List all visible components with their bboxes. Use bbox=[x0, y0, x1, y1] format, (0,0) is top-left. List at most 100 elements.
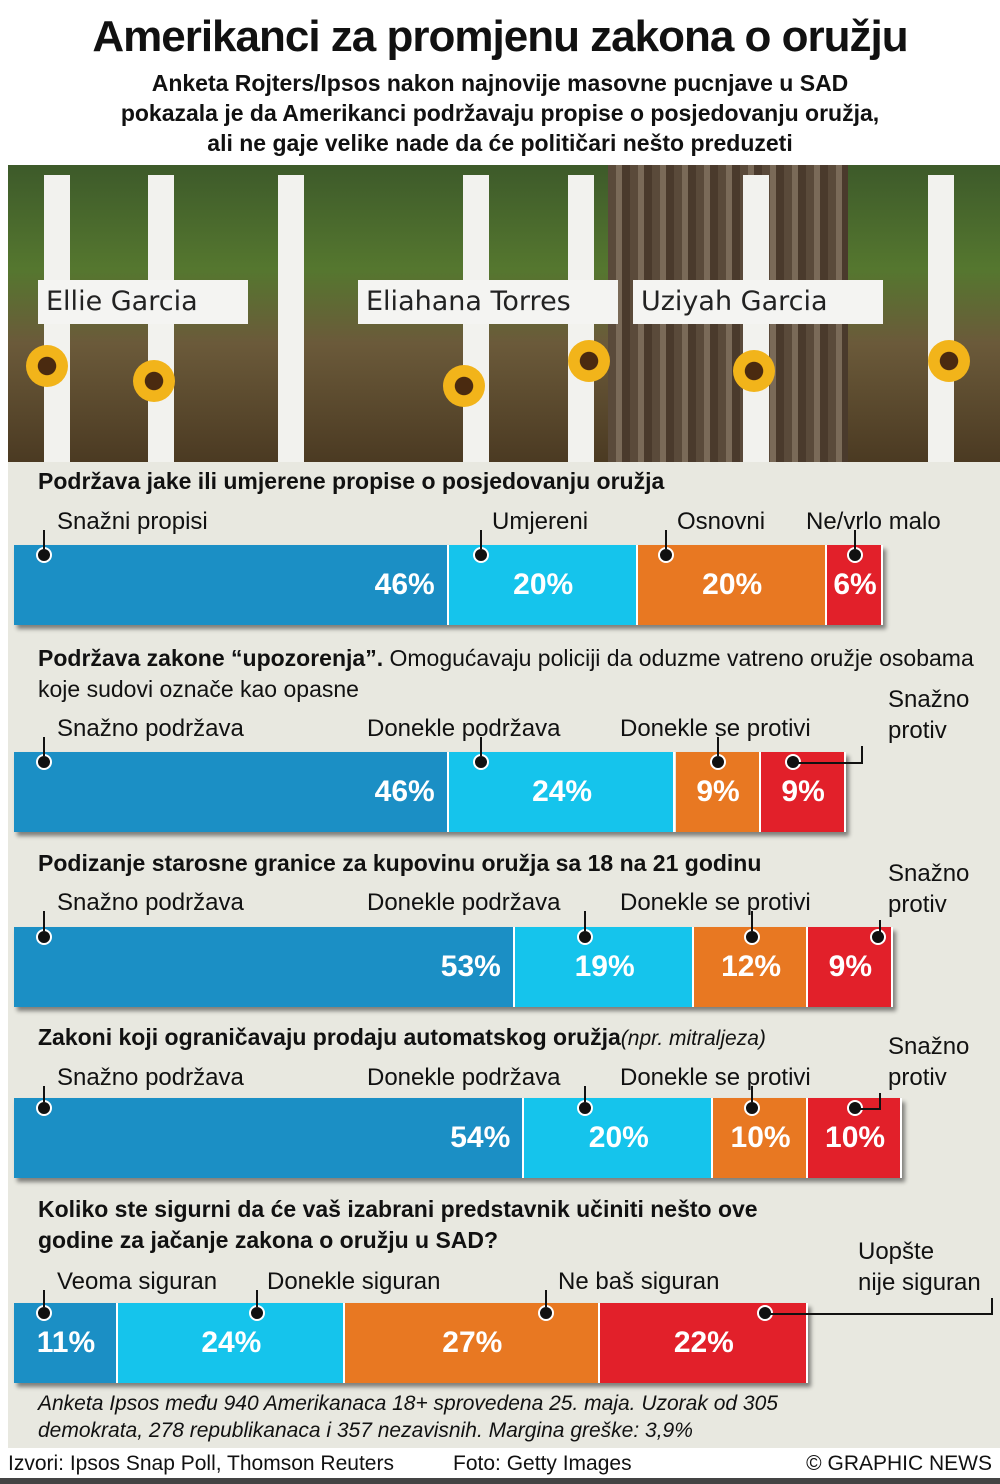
bar-segment bbox=[760, 752, 846, 832]
cross bbox=[928, 175, 954, 462]
chart-title-rest: Omogućavaju policiji da oduzme vatreno o… bbox=[38, 645, 974, 702]
bar-segment bbox=[713, 1098, 808, 1178]
leader-line bbox=[43, 530, 45, 549]
data-label: 11% bbox=[36, 1326, 96, 1359]
marker-dot bbox=[473, 547, 489, 563]
subtitle-line: ali ne gaje velike nade da će političari… bbox=[207, 130, 793, 156]
bottom-rule bbox=[0, 1478, 1000, 1484]
marker-dot bbox=[36, 929, 52, 945]
legend-label: Umjereni bbox=[492, 508, 589, 535]
leader-line bbox=[879, 1093, 881, 1110]
data-label: 9% bbox=[781, 775, 825, 808]
leader-line bbox=[855, 1108, 880, 1110]
leader-line bbox=[854, 530, 856, 549]
note-line: demokrata, 278 republikanaca i 357 nezav… bbox=[38, 1419, 693, 1442]
sunflower bbox=[26, 345, 68, 387]
marker-dot bbox=[847, 547, 863, 563]
cross bbox=[278, 175, 304, 462]
bar-segment bbox=[14, 545, 449, 625]
marker-dot bbox=[744, 929, 760, 945]
leader-line bbox=[43, 911, 45, 931]
leader-line bbox=[751, 911, 753, 931]
bar-segment bbox=[599, 1303, 808, 1383]
chart-title: Zakoni koji ograničavaju prodaju automat… bbox=[38, 1022, 766, 1054]
subtitle-line: pokazala je da Amerikanci podržavaju pro… bbox=[120, 100, 880, 126]
marker-dot bbox=[36, 754, 52, 770]
chart-title: Podržava zakone “upozorenja”. Omogućavaj… bbox=[38, 643, 978, 705]
legend-label: Donekle podržava bbox=[367, 715, 561, 742]
legend-label: Uopšte bbox=[858, 1238, 935, 1265]
chart-title: Podržava jake ili umjerene propise o pos… bbox=[38, 466, 664, 497]
data-label: 22% bbox=[673, 1326, 734, 1359]
data-label: 54% bbox=[450, 1121, 511, 1154]
marker-dot bbox=[658, 547, 674, 563]
sources: Izvori: Ipsos Snap Poll, Thomson Reuters bbox=[8, 1452, 394, 1475]
leader-line bbox=[584, 1086, 586, 1102]
leader-line bbox=[765, 1313, 992, 1315]
legend-label: Donekle podržava bbox=[367, 889, 561, 916]
data-label: 27% bbox=[442, 1326, 503, 1359]
legend-label: Snažno bbox=[888, 1033, 970, 1060]
data-label: 9% bbox=[828, 950, 872, 983]
page-title: Amerikanci za promjenu zakona o oružju bbox=[92, 12, 908, 61]
marker-dot bbox=[538, 1305, 554, 1321]
chart-title: Koliko ste sigurni da će vaš izabrani pr… bbox=[38, 1194, 818, 1256]
leader-line bbox=[991, 1298, 993, 1315]
bar-segment bbox=[14, 927, 515, 1007]
legend-label: Ne/vrlo malo bbox=[806, 508, 941, 535]
legend-label: Snažni propisi bbox=[57, 508, 208, 535]
legend-label: Snažno bbox=[888, 860, 970, 887]
leader-line bbox=[584, 911, 586, 931]
name-plate: Ellie Garcia bbox=[38, 280, 248, 324]
data-label: 46% bbox=[374, 775, 435, 808]
photo-credit: Foto: Getty Images bbox=[453, 1452, 632, 1475]
marker-dot bbox=[249, 1305, 265, 1321]
chart-title-rest: (npr. mitraljeza) bbox=[620, 1027, 766, 1050]
sunflower bbox=[733, 350, 775, 392]
leader-line bbox=[43, 1086, 45, 1102]
chart-title-text: Podizanje starosne granice za kupovinu o… bbox=[38, 850, 762, 876]
legend-label: Snažno podržava bbox=[57, 715, 244, 742]
methodology-note: Anketa Ipsos među 940 Amerikanaca 18+ sp… bbox=[38, 1390, 778, 1444]
bar-segment bbox=[14, 1303, 118, 1383]
marker-dot bbox=[744, 1100, 760, 1116]
marker-dot bbox=[577, 929, 593, 945]
legend-label: Donekle se protivi bbox=[620, 889, 811, 916]
data-label: 10% bbox=[825, 1121, 886, 1154]
marker-dot bbox=[710, 754, 726, 770]
bar-segment bbox=[807, 927, 893, 1007]
bar-segment bbox=[514, 927, 695, 1007]
legend-label: Osnovni bbox=[677, 508, 766, 535]
name-plate: Eliahana Torres bbox=[358, 280, 618, 324]
data-label: 20% bbox=[513, 568, 574, 601]
note-line: Anketa Ipsos među 940 Amerikanaca 18+ sp… bbox=[38, 1392, 778, 1415]
data-label: 12% bbox=[721, 950, 782, 983]
sunflower bbox=[443, 365, 485, 407]
sunflower bbox=[133, 360, 175, 402]
chart-title-text: Koliko ste sigurni da će vaš izabrani pr… bbox=[38, 1196, 758, 1253]
data-label: 6% bbox=[833, 568, 877, 601]
leader-line bbox=[545, 1290, 547, 1307]
leader-line bbox=[43, 737, 45, 756]
data-label: 53% bbox=[440, 950, 501, 983]
leader-line bbox=[717, 737, 719, 756]
bar-segment bbox=[524, 1098, 714, 1178]
leader-line bbox=[480, 530, 482, 549]
data-label: 24% bbox=[532, 775, 593, 808]
chart-title-text: Zakoni koji ograničavaju prodaju automat… bbox=[38, 1024, 621, 1050]
legend-label: Ne baš siguran bbox=[558, 1268, 720, 1295]
marker-dot bbox=[473, 754, 489, 770]
bar-segment bbox=[14, 1098, 525, 1178]
data-label: 24% bbox=[201, 1326, 262, 1359]
legend-label: nije siguran bbox=[858, 1269, 981, 1296]
memorial-photo: Ellie Garcia Eliahana Torres Uziyah Garc… bbox=[8, 165, 1000, 462]
marker-dot bbox=[36, 1305, 52, 1321]
legend-label: Donekle siguran bbox=[267, 1268, 441, 1295]
marker-dot bbox=[36, 547, 52, 563]
data-label: 19% bbox=[574, 950, 635, 983]
name-plate: Uziyah Garcia bbox=[633, 280, 883, 324]
data-label: 10% bbox=[730, 1121, 791, 1154]
data-label: 9% bbox=[696, 775, 740, 808]
marker-dot bbox=[577, 1100, 593, 1116]
data-label: 20% bbox=[702, 568, 763, 601]
